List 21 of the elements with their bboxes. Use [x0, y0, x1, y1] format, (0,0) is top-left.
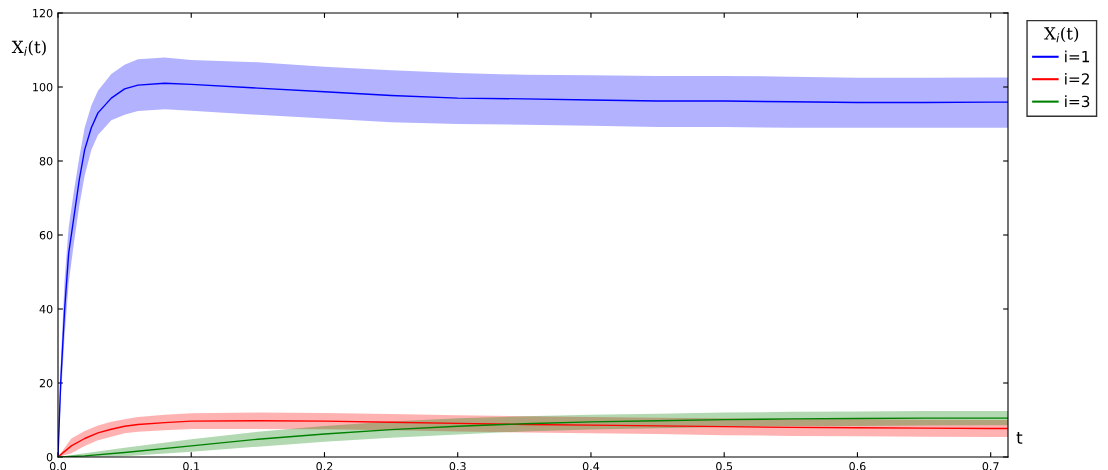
x-tick-label: 0.1	[183, 462, 200, 470]
legend-label: i=1	[1065, 50, 1090, 63]
x-tick-label: 0.5	[716, 462, 733, 470]
y-tick-label: 0	[46, 452, 53, 462]
y-tick-label: 60	[39, 230, 53, 240]
legend-label: i=2	[1065, 72, 1089, 85]
y-tick-label: 120	[33, 8, 53, 18]
y-tick-label: 40	[39, 304, 53, 314]
x-axis-title: t	[1016, 431, 1023, 444]
legend-label: i=3	[1065, 95, 1090, 108]
x-tick-label: 0.3	[449, 462, 466, 470]
legend-title: X$_{i}$(t)	[1044, 26, 1079, 43]
x-tick-label: 0.2	[316, 462, 333, 470]
y-tick-label: 80	[39, 156, 53, 166]
y-axis-title: X$_{i}$(t)	[11, 40, 46, 56]
y-tick-label: 20	[39, 378, 53, 388]
x-tick-label: 0.6	[849, 462, 866, 470]
x-tick-label: 0.0	[49, 462, 67, 470]
x-tick-label: 0.4	[582, 462, 600, 470]
y-tick-label: 100	[33, 82, 53, 92]
x-tick-label: 0.7	[982, 462, 999, 470]
